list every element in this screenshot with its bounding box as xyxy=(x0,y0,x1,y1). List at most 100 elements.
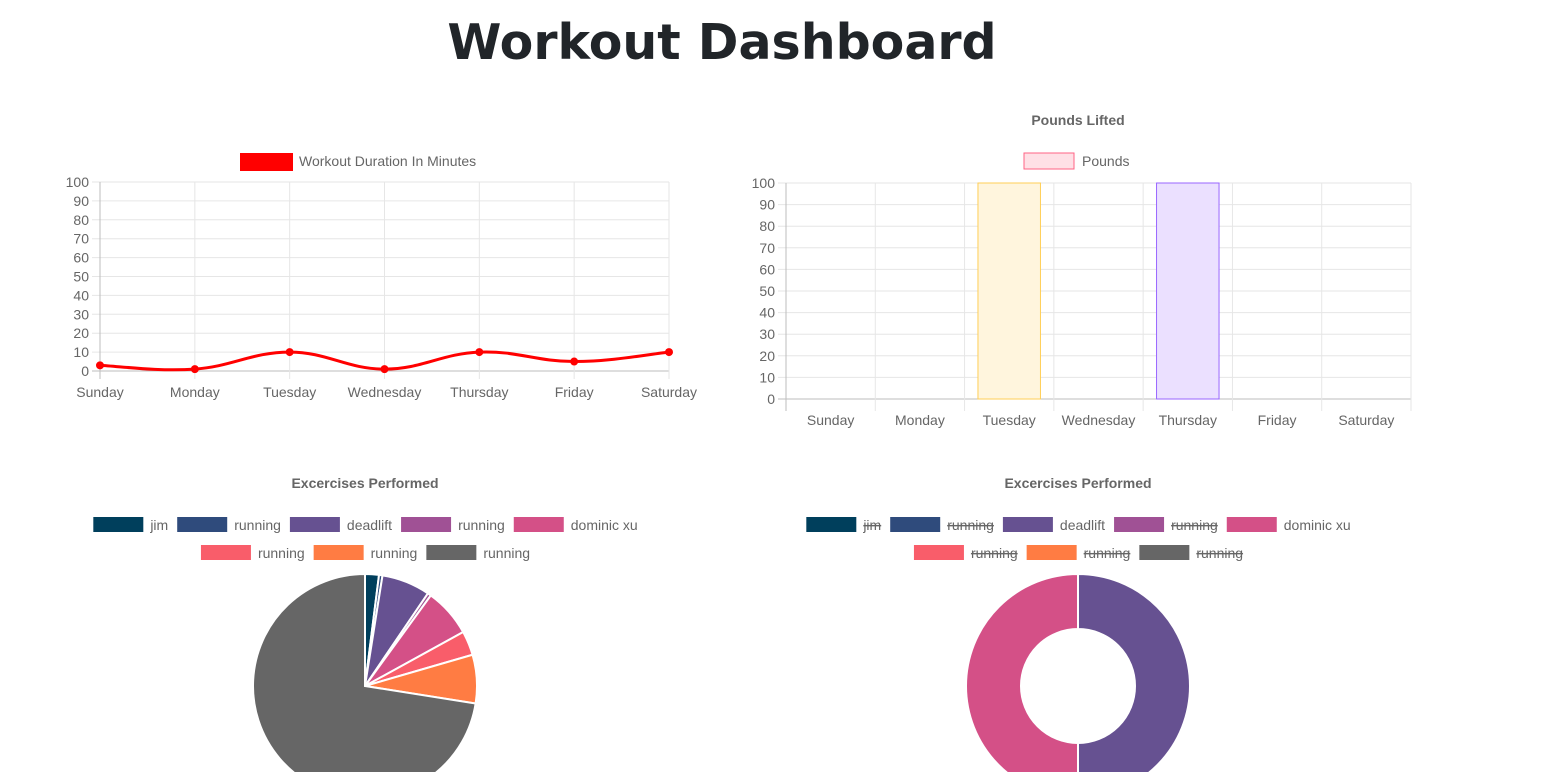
bar-legend-swatch xyxy=(1023,152,1075,170)
bar-x-tick-label: Tuesday xyxy=(983,412,1036,428)
bar-x-tick-label: Saturday xyxy=(1338,412,1394,428)
bar-legend-label: Pounds xyxy=(1082,153,1129,169)
pie-chart-legend-swatch xyxy=(289,517,340,532)
pie-chart-legend-item[interactable]: running xyxy=(177,517,281,533)
line-y-tick-label: 80 xyxy=(73,212,89,228)
line-x-tick-label: Wednesday xyxy=(348,384,422,400)
pie-chart-legend-label: dominic xu xyxy=(571,517,638,533)
line-data-point xyxy=(570,357,579,366)
bar-y-tick-label: 100 xyxy=(752,175,776,191)
pie-chart-legend-swatch xyxy=(313,545,364,560)
doughnut-chart-legend-swatch xyxy=(1114,517,1165,532)
pie-chart-legend-item[interactable]: deadlift xyxy=(289,517,392,533)
line-y-tick-label: 60 xyxy=(73,250,89,266)
doughnut-chart-legend-swatch xyxy=(1139,545,1190,560)
bar-y-tick-label: 30 xyxy=(759,326,775,342)
line-legend-item[interactable]: Workout Duration In Minutes xyxy=(240,153,476,171)
line-x-tick-label: Saturday xyxy=(641,384,697,400)
line-y-tick-label: 30 xyxy=(73,306,89,322)
doughnut-chart-legend-swatch xyxy=(806,517,857,532)
bar-chart: Pounds Lifted Pounds 0 10 20 30 40 50 60 70 80 90 10… xyxy=(752,112,1412,428)
bar-y-tick-label: 50 xyxy=(759,283,775,299)
doughnut-chart-legend-label: jim xyxy=(862,517,881,533)
pie-chart-title: Excercises Performed xyxy=(291,475,438,491)
doughnut-chart-legend-item[interactable]: running xyxy=(913,545,1018,561)
pie-chart-legend-item[interactable]: running xyxy=(401,517,505,533)
line-x-tick-label: Friday xyxy=(555,384,594,400)
pie-chart-legend-label: running xyxy=(371,545,418,561)
line-y-tick-label: 70 xyxy=(73,231,89,247)
bar-y-tick-label: 40 xyxy=(759,305,775,321)
line-legend-swatch xyxy=(240,153,293,171)
doughnut-chart-legend-label: deadlift xyxy=(1060,517,1105,533)
line-y-tick-label: 40 xyxy=(73,287,89,303)
doughnut-chart-legend-item[interactable]: deadlift xyxy=(1002,517,1105,533)
doughnut-chart-legend-label: running xyxy=(971,545,1018,561)
doughnut-chart-legend-item[interactable]: running xyxy=(1114,517,1218,533)
pie-chart-legend-swatch xyxy=(200,545,251,560)
doughnut-chart-legend-swatch xyxy=(913,545,964,560)
bar-y-tick-label: 80 xyxy=(759,218,775,234)
bar-y-tick-label: 10 xyxy=(759,369,775,385)
pie-chart-legend-swatch xyxy=(513,517,564,532)
pie-chart-legend-item[interactable]: dominic xu xyxy=(513,517,638,533)
pie-chart-legend-item[interactable]: running xyxy=(200,545,305,561)
bar-legend-item[interactable]: Pounds xyxy=(1023,152,1129,170)
doughnut-chart-legend-item[interactable]: running xyxy=(1026,545,1131,561)
pie-chart-legend-item[interactable]: running xyxy=(426,545,530,561)
line-legend-label: Workout Duration In Minutes xyxy=(299,153,476,169)
pie-chart-slice[interactable] xyxy=(252,572,477,772)
line-x-tick-label: Monday xyxy=(170,384,220,400)
pie-chart-legend-item[interactable]: running xyxy=(313,545,418,561)
bar-chart-title: Pounds Lifted xyxy=(1031,112,1124,128)
bar-y-tick-label: 60 xyxy=(759,261,775,277)
bar-x-tick-label: Thursday xyxy=(1159,412,1217,428)
doughnut-chart-legend-item[interactable]: running xyxy=(1139,545,1243,561)
line-y-tick-label: 0 xyxy=(81,363,89,379)
doughnut-chart-legend-swatch xyxy=(890,517,941,532)
doughnut-chart-legend-swatch xyxy=(1002,517,1053,532)
line-y-tick-label: 20 xyxy=(73,325,89,341)
doughnut-chart-legend-label: running xyxy=(1084,545,1131,561)
bar-rect[interactable] xyxy=(1156,182,1220,400)
line-x-tick-label: Sunday xyxy=(76,384,123,400)
pie-chart-legend-label: running xyxy=(258,545,305,561)
pie-chart-legend-label: deadlift xyxy=(347,517,392,533)
line-y-tick-label: 100 xyxy=(66,174,90,190)
line-data-point xyxy=(475,348,484,357)
pie-chart-legend-swatch xyxy=(177,517,228,532)
bar-x-tick-label: Wednesday xyxy=(1062,412,1136,428)
pie-chart-legend-item[interactable]: jim xyxy=(93,517,168,533)
pie-chart-legend-label: jim xyxy=(149,517,168,533)
line-y-tick-label: 10 xyxy=(73,344,89,360)
line-data-point xyxy=(285,348,294,357)
doughnut-chart-legend-label: running xyxy=(1171,517,1218,533)
line-data-point xyxy=(190,365,199,374)
page-title: Workout Dashboard xyxy=(447,14,997,71)
line-y-tick-label: 90 xyxy=(73,193,89,209)
line-x-tick-label: Tuesday xyxy=(263,384,316,400)
pie-chart: Excercises Performed jim running deadlift ru… xyxy=(93,475,638,772)
doughnut-chart-legend-label: dominic xu xyxy=(1284,517,1351,533)
doughnut-chart-legend-item[interactable]: running xyxy=(890,517,994,533)
doughnut-chart-legend-label: running xyxy=(1196,545,1243,561)
bar-y-tick-label: 20 xyxy=(759,348,775,364)
line-data-point xyxy=(665,348,673,357)
doughnut-chart-legend-swatch xyxy=(1026,545,1077,560)
bar-x-tick-label: Monday xyxy=(895,412,945,428)
bar-y-tick-label: 90 xyxy=(759,197,775,213)
doughnut-chart: Excercises Performed jim running deadlift ru… xyxy=(806,475,1351,772)
line-y-tick-label: 50 xyxy=(73,269,89,285)
doughnut-chart-legend-item[interactable]: jim xyxy=(806,517,881,533)
bar-rect[interactable] xyxy=(977,182,1041,400)
line-data-point xyxy=(380,365,389,374)
line-data-point xyxy=(96,361,104,370)
bar-x-tick-label: Sunday xyxy=(807,412,854,428)
doughnut-chart-slice[interactable] xyxy=(965,572,1079,772)
doughnut-chart-legend-item[interactable]: dominic xu xyxy=(1226,517,1351,533)
line-chart: Workout Duration In Minutes 0 10 20 30 40 50 60… xyxy=(66,153,697,400)
pie-chart-legend-label: running xyxy=(458,517,505,533)
doughnut-chart-slice[interactable] xyxy=(1077,572,1191,772)
doughnut-chart-title: Excercises Performed xyxy=(1004,475,1151,491)
